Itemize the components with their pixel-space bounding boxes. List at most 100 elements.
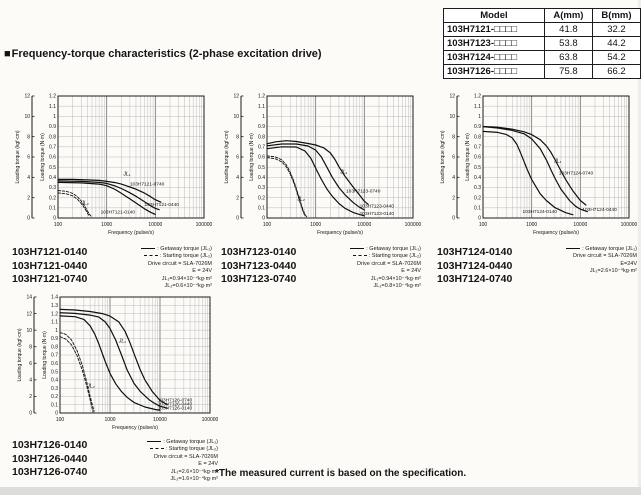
model-number: 103H7121-0140 — [12, 246, 88, 258]
table-row: 103H7124-□□□□ 63.8 54.2 — [443, 50, 641, 65]
header-b-mm: B(mm) — [591, 8, 641, 23]
svg-text:6: 6 — [236, 155, 239, 161]
legend-line-text: : Getaway torque (JL₁) — [366, 246, 421, 252]
header-a-mm: A(mm) — [543, 8, 593, 23]
svg-text:0.2: 0.2 — [258, 195, 265, 201]
svg-text:0: 0 — [262, 216, 265, 222]
svg-text:0.5: 0.5 — [51, 369, 58, 375]
legend-line: : Starting torque (JL₂) — [350, 253, 421, 260]
svg-text:4: 4 — [27, 175, 30, 181]
outer-kgfcm-axis: 0 2 4 6 8 10 12 14 — [26, 295, 37, 417]
curve-starting-torque-JL2 — [266, 157, 306, 217]
svg-text:10: 10 — [26, 328, 32, 334]
curve-starting-torque-JL2 — [57, 192, 90, 217]
y-axis-ticks: 0 0.1 0.2 0.3 0.4 0.5 0.6 0.7 0.8 0.9 1 1.1 1.2 1.3 1.… — [51, 295, 58, 417]
legend-line: : Starting torque (JL₂) — [147, 446, 218, 453]
table-row: 103H7126-□□□□ 75.8 66.2 — [443, 64, 641, 79]
legend-line: JL₁=2.6×10⁻⁴kg·m² — [566, 268, 637, 275]
svg-text:8: 8 — [236, 134, 239, 140]
curve-label: 103H7123-0140 — [360, 211, 395, 217]
svg-text:1.3: 1.3 — [51, 303, 58, 309]
curve-label: 103H7124-0740 — [559, 170, 594, 176]
svg-text:4: 4 — [452, 175, 455, 181]
x-axis-tick: 100 — [479, 222, 488, 228]
model-list: 103H7124-0140 103H7124-0440 103H7124-0740 — [437, 246, 512, 287]
b-mm-value: 66.2 — [591, 64, 641, 79]
curve-103H7123-0740 — [266, 140, 369, 205]
svg-text:0.3: 0.3 — [258, 185, 265, 191]
svg-text:1: 1 — [53, 114, 56, 120]
svg-text:0.1: 0.1 — [49, 206, 56, 212]
a-mm-value: 53.8 — [543, 36, 593, 51]
legend-line-text: E=24V — [620, 260, 637, 267]
page-title: ■Frequency-torque characteristics (2-pha… — [4, 48, 322, 60]
model-cell: 103H7121-□□□□ — [443, 22, 545, 37]
y-axis-ticks: 0 0.1 0.2 0.3 0.4 0.5 0.6 0.7 0.8 0.9 1 1.1 1.2 — [49, 94, 56, 222]
header-model: Model — [443, 8, 545, 23]
legend-line: E = 24V — [141, 268, 212, 275]
annotation-JL₁: JL₁ — [553, 159, 561, 165]
svg-text:6: 6 — [29, 361, 32, 367]
legend-103H7121: 103H7121-0140 103H7121-0440 103H7121-0740 … — [12, 246, 212, 291]
solid-line-swatch-icon — [141, 248, 156, 250]
svg-text:0: 0 — [55, 411, 58, 417]
curve-label: 103H7121-0440 — [145, 202, 180, 208]
x-axis-tick: 1000 — [310, 222, 321, 228]
svg-text:0.7: 0.7 — [51, 353, 58, 359]
x-axis-tick: 100000 — [405, 222, 421, 228]
svg-text:8: 8 — [29, 344, 32, 350]
curve-starting-torque-JL1 — [59, 332, 95, 412]
chart-panel-103H7123: 0 0.1 0.2 0.3 0.4 0.5 0.6 0.7 0.8 0.9 1 1.1 1.2 0 2 4 6 8… — [221, 86, 421, 291]
svg-text:1: 1 — [262, 114, 265, 120]
svg-text:0.7: 0.7 — [474, 145, 481, 151]
legend-lines: : Getaway torque (JL₁): Starting torque … — [141, 246, 212, 291]
svg-text:1.2: 1.2 — [258, 94, 265, 100]
scan-bottom-strip — [0, 487, 641, 495]
plot-border — [59, 296, 211, 414]
x-axis-tick: 10000 — [148, 222, 162, 228]
legend-line-text: JL₁=0.94×10⁻⁴kg·m² — [370, 275, 421, 282]
b-mm-value: 54.2 — [591, 50, 641, 65]
svg-text:0: 0 — [478, 216, 481, 222]
model-number: 103H7123-0440 — [221, 259, 297, 272]
curve-103H7124-0140 — [482, 130, 574, 216]
solid-line-swatch-icon — [147, 441, 162, 443]
legend-line: Drive circuit = SLA-7026M — [141, 261, 212, 268]
curve-label: 103H7123-0440 — [360, 203, 395, 209]
legend-line-text: : Starting torque (JL₂) — [368, 253, 421, 260]
svg-text:14: 14 — [26, 295, 32, 301]
annotation-JL₂: JL₂ — [296, 197, 304, 203]
svg-text:4: 4 — [236, 175, 239, 181]
legend-line: : Getaway torque (JL₁) — [350, 246, 421, 253]
legend-line: JL₁=0.94×10⁻⁴kg·m² — [350, 276, 421, 283]
svg-text:0.3: 0.3 — [474, 185, 481, 191]
svg-text:0.4: 0.4 — [49, 175, 56, 181]
x-axis-tick: 1000 — [101, 222, 112, 228]
x-axis-tick: 100 — [54, 222, 63, 228]
legend-line-text: JL₂=0.8×10⁻⁴kg·m² — [373, 283, 421, 290]
a-mm-value: 75.8 — [543, 64, 593, 79]
y-axis-label: Loading torque (N·m) — [249, 133, 255, 181]
curve-103H7121-0440 — [57, 180, 160, 211]
svg-text:1.1: 1.1 — [258, 104, 265, 110]
svg-text:2: 2 — [27, 195, 30, 201]
x-axis-tick: 10000 — [573, 222, 587, 228]
annotation-JL₂: JL₂ — [80, 200, 88, 206]
model-cell: 103H7124-□□□□ — [443, 50, 545, 65]
curve-103H7126-0740 — [59, 308, 168, 406]
svg-text:10: 10 — [24, 114, 30, 120]
svg-text:8: 8 — [27, 134, 30, 140]
chart-103H7124: 0 0.1 0.2 0.3 0.4 0.5 0.6 0.7 0.8 0.9 1 1.1 1.2 0 2 4 6 8… — [440, 94, 637, 236]
plot-border — [266, 95, 414, 219]
svg-text:12: 12 — [449, 94, 455, 100]
svg-text:0.1: 0.1 — [474, 206, 481, 212]
svg-text:0.2: 0.2 — [474, 195, 481, 201]
x-axis-tick: 10000 — [153, 417, 167, 423]
legend-line: JL₂=0.8×10⁻⁴kg·m² — [350, 283, 421, 290]
curve-103H7126-0140 — [59, 315, 161, 411]
x-axis-tick: 10000 — [357, 222, 371, 228]
svg-text:0.6: 0.6 — [49, 155, 56, 161]
model-number: 103H7124-0140 — [437, 246, 513, 258]
curve-starting-torque-JL1 — [266, 155, 308, 218]
plot-border — [57, 95, 205, 219]
